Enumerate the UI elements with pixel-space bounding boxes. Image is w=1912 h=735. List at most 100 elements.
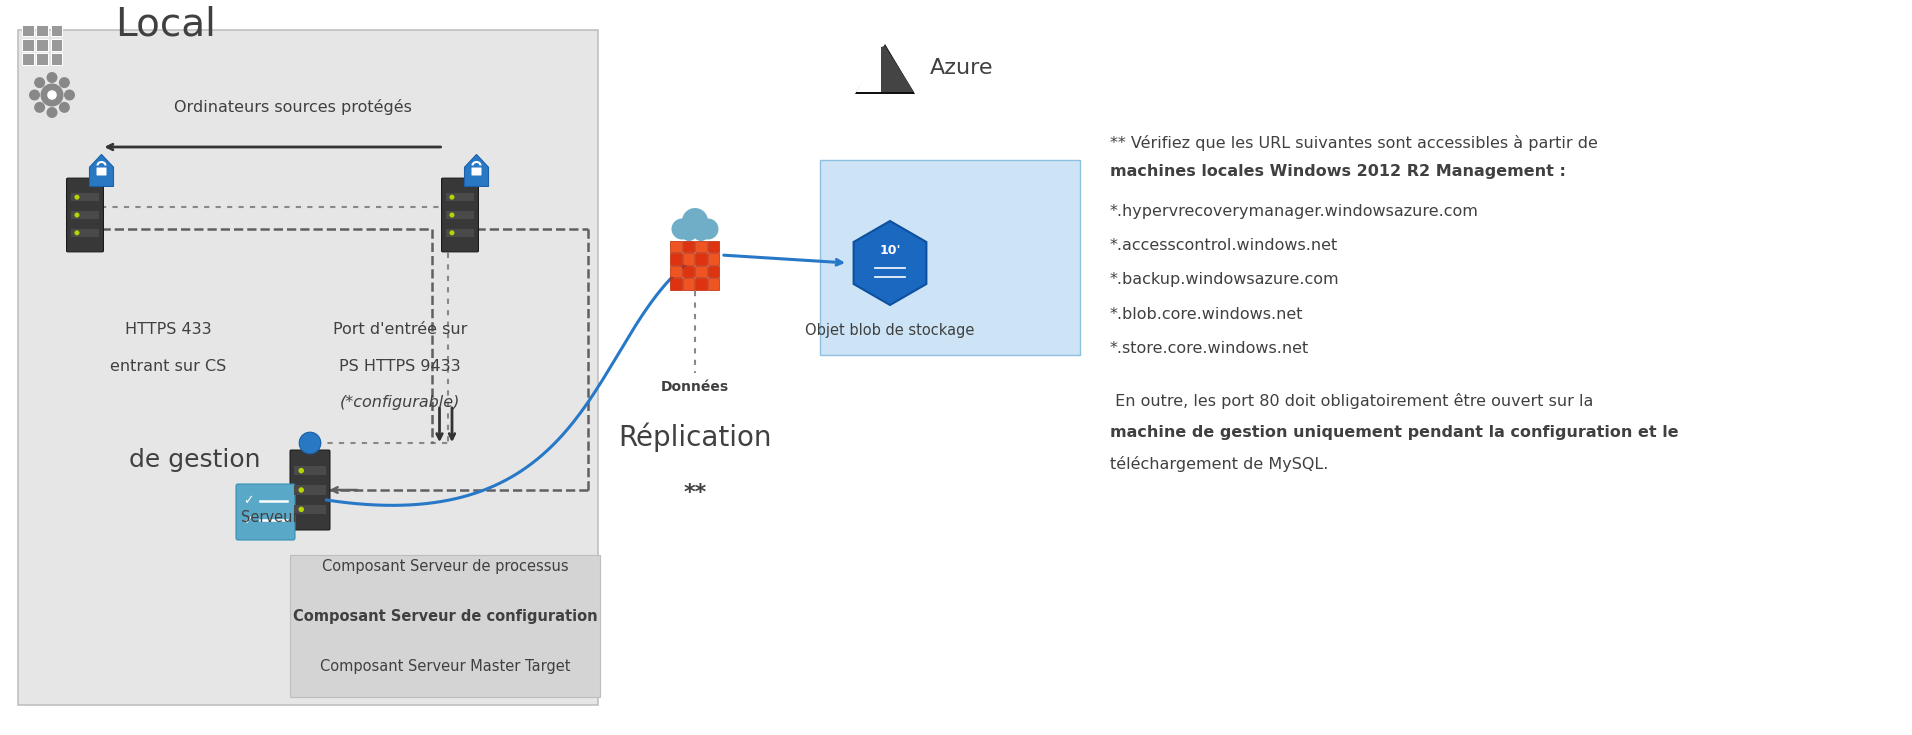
Circle shape: [46, 107, 57, 118]
Circle shape: [75, 230, 80, 235]
FancyBboxPatch shape: [71, 193, 99, 201]
FancyBboxPatch shape: [442, 178, 478, 252]
Text: Ordinateurs sources protégés: Ordinateurs sources protégés: [174, 99, 411, 115]
FancyBboxPatch shape: [50, 39, 61, 51]
FancyBboxPatch shape: [36, 54, 48, 65]
Circle shape: [449, 195, 455, 200]
FancyBboxPatch shape: [694, 253, 707, 265]
Circle shape: [75, 212, 80, 218]
Circle shape: [59, 77, 71, 88]
FancyBboxPatch shape: [50, 54, 61, 65]
Text: Azure: Azure: [929, 58, 994, 78]
Text: Réplication: Réplication: [618, 422, 772, 452]
FancyBboxPatch shape: [294, 485, 325, 495]
Circle shape: [298, 468, 304, 473]
FancyBboxPatch shape: [71, 211, 99, 219]
Circle shape: [40, 84, 63, 107]
Polygon shape: [855, 44, 916, 94]
FancyBboxPatch shape: [472, 168, 482, 176]
Text: **: **: [683, 483, 707, 503]
FancyBboxPatch shape: [669, 240, 683, 253]
Text: En outre, les port 80 doit obligatoirement être ouvert sur la: En outre, les port 80 doit obligatoireme…: [1111, 393, 1593, 409]
FancyBboxPatch shape: [23, 39, 34, 51]
FancyBboxPatch shape: [669, 253, 683, 265]
Circle shape: [671, 218, 692, 240]
Text: *.backup.windowsazure.com: *.backup.windowsazure.com: [1111, 273, 1340, 287]
Text: de gestion: de gestion: [130, 448, 260, 472]
Text: téléchargement de MySQL.: téléchargement de MySQL.: [1111, 456, 1329, 473]
Text: Objet blob de stockage: Objet blob de stockage: [805, 323, 975, 339]
FancyBboxPatch shape: [36, 39, 48, 51]
Text: *.accesscontrol.windows.net: *.accesscontrol.windows.net: [1111, 238, 1338, 253]
FancyBboxPatch shape: [445, 211, 474, 219]
FancyBboxPatch shape: [445, 229, 474, 237]
FancyBboxPatch shape: [707, 240, 719, 253]
Text: ✓: ✓: [243, 494, 252, 507]
FancyBboxPatch shape: [694, 265, 707, 278]
Circle shape: [34, 77, 46, 88]
Circle shape: [48, 90, 57, 100]
FancyBboxPatch shape: [694, 278, 707, 290]
Circle shape: [34, 102, 46, 113]
Text: *.hypervrecoverymanager.windowsazure.com: *.hypervrecoverymanager.windowsazure.com: [1111, 204, 1478, 218]
FancyBboxPatch shape: [683, 278, 694, 290]
Text: PS HTTPS 9433: PS HTTPS 9433: [338, 359, 461, 375]
Text: 10': 10': [880, 245, 901, 257]
FancyBboxPatch shape: [683, 253, 694, 265]
Text: ** Vérifiez que les URL suivantes sont accessibles à partir de: ** Vérifiez que les URL suivantes sont a…: [1111, 135, 1598, 151]
Text: (*configurable): (*configurable): [340, 395, 461, 411]
Circle shape: [298, 487, 304, 492]
FancyBboxPatch shape: [235, 484, 294, 540]
FancyBboxPatch shape: [294, 505, 325, 514]
FancyBboxPatch shape: [17, 30, 598, 705]
FancyBboxPatch shape: [71, 229, 99, 237]
Text: entrant sur CS: entrant sur CS: [109, 359, 226, 375]
Circle shape: [692, 225, 709, 241]
Text: *.store.core.windows.net: *.store.core.windows.net: [1111, 341, 1310, 356]
FancyBboxPatch shape: [820, 160, 1080, 355]
Circle shape: [75, 195, 80, 200]
Polygon shape: [465, 154, 488, 187]
FancyBboxPatch shape: [669, 278, 683, 290]
Circle shape: [59, 102, 71, 113]
FancyBboxPatch shape: [23, 54, 34, 65]
Text: HTTPS 433: HTTPS 433: [124, 323, 212, 337]
Text: machine de gestion uniquement pendant la configuration et le: machine de gestion uniquement pendant la…: [1111, 426, 1679, 440]
FancyBboxPatch shape: [707, 278, 719, 290]
Circle shape: [298, 432, 321, 453]
Text: *.blob.core.windows.net: *.blob.core.windows.net: [1111, 306, 1304, 322]
FancyBboxPatch shape: [291, 555, 600, 697]
Circle shape: [449, 230, 455, 235]
Text: Serveur: Serveur: [241, 509, 298, 525]
Text: ✓: ✓: [243, 514, 252, 527]
Text: Port d'entrée sur: Port d'entrée sur: [333, 323, 467, 337]
FancyBboxPatch shape: [707, 253, 719, 265]
FancyBboxPatch shape: [707, 265, 719, 278]
FancyBboxPatch shape: [96, 168, 107, 176]
FancyBboxPatch shape: [291, 450, 331, 530]
Text: Composant Serveur de configuration: Composant Serveur de configuration: [293, 609, 597, 625]
FancyBboxPatch shape: [23, 25, 34, 37]
Circle shape: [29, 90, 40, 101]
Circle shape: [683, 208, 707, 234]
Circle shape: [449, 212, 455, 218]
FancyBboxPatch shape: [669, 265, 683, 278]
FancyBboxPatch shape: [683, 240, 694, 253]
FancyBboxPatch shape: [683, 265, 694, 278]
Polygon shape: [857, 47, 881, 92]
Text: machines locales Windows 2012 R2 Management :: machines locales Windows 2012 R2 Managem…: [1111, 164, 1566, 179]
FancyBboxPatch shape: [36, 25, 48, 37]
FancyBboxPatch shape: [445, 193, 474, 201]
Circle shape: [681, 225, 698, 241]
FancyBboxPatch shape: [694, 240, 707, 253]
Circle shape: [698, 218, 719, 240]
Text: Données: Données: [662, 380, 728, 394]
FancyBboxPatch shape: [50, 25, 61, 37]
Text: Composant Serveur Master Target: Composant Serveur Master Target: [319, 659, 570, 675]
Circle shape: [46, 72, 57, 83]
Circle shape: [298, 506, 304, 512]
Circle shape: [63, 90, 75, 101]
FancyBboxPatch shape: [67, 178, 103, 252]
Polygon shape: [881, 46, 914, 92]
Text: Composant Serveur de processus: Composant Serveur de processus: [321, 559, 568, 575]
